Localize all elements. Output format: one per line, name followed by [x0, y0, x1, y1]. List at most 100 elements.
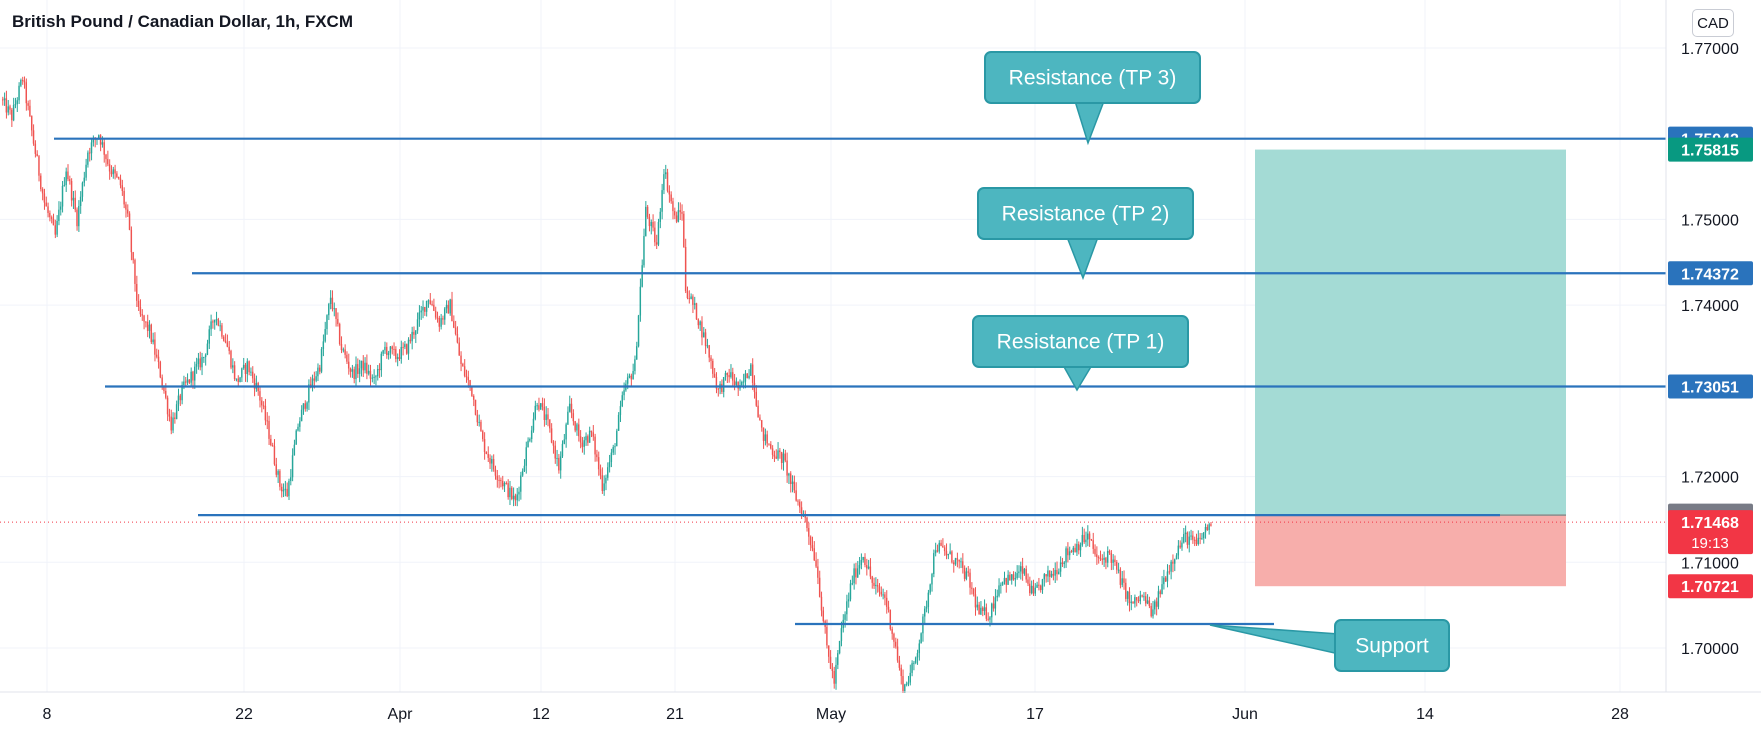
candle-body	[923, 608, 926, 617]
candle-body	[844, 614, 846, 620]
candle-body	[1094, 548, 1096, 555]
candle-body	[820, 596, 823, 611]
price-badge-label: 1.70721	[1681, 579, 1739, 596]
candle-body	[320, 348, 323, 372]
callout-tp2[interactable]: Resistance (TP 2)	[977, 187, 1194, 281]
candle-body	[637, 315, 640, 347]
candle-body	[588, 430, 591, 443]
candle-body	[987, 618, 989, 620]
candle-body	[1079, 545, 1082, 551]
x-tick-label: 21	[666, 706, 684, 723]
candle-body	[1119, 569, 1122, 585]
target-zone[interactable]	[1255, 149, 1566, 516]
candle-body	[130, 229, 133, 253]
candle-body	[409, 339, 412, 342]
candle-body	[581, 442, 584, 447]
candle-body	[353, 369, 355, 380]
candle-body	[634, 359, 636, 372]
candle-body	[1184, 532, 1187, 535]
candle-body	[315, 376, 317, 381]
callout-support[interactable]: Support	[1209, 619, 1450, 672]
candle-body	[273, 446, 276, 465]
candle-body	[453, 321, 455, 328]
candle-body	[393, 348, 395, 350]
candle-body	[1048, 570, 1051, 577]
candle-body	[1197, 537, 1199, 545]
callout-annotations[interactable]: Resistance (TP 3) Resistance (TP 2) Resist…	[972, 51, 1450, 672]
candle-body	[280, 486, 283, 492]
candle-body	[684, 247, 687, 292]
candle-body	[612, 447, 614, 453]
candle-body	[438, 317, 440, 327]
candle-body	[183, 381, 185, 385]
candle-body	[92, 138, 95, 143]
candle-body	[616, 430, 618, 447]
candle-body	[572, 413, 575, 422]
candle-body	[1072, 547, 1074, 553]
candle-body	[271, 445, 274, 447]
price-axis-bg	[1666, 0, 1761, 734]
candle-body	[527, 440, 529, 448]
candle-body	[635, 346, 638, 360]
long-position-zones[interactable]	[1255, 149, 1566, 587]
candle-body	[811, 545, 814, 549]
callout-tp3[interactable]: Resistance (TP 3)	[984, 51, 1201, 146]
candle-body	[882, 594, 884, 596]
candle-body	[887, 606, 890, 610]
candle-body	[840, 628, 843, 641]
candle-body	[1099, 557, 1102, 559]
candle-body	[152, 339, 154, 343]
candle-body	[90, 142, 93, 154]
candle-body	[458, 342, 460, 356]
candle-body	[530, 430, 533, 440]
y-tick-label: 1.72000	[1681, 470, 1739, 487]
candle-body	[469, 380, 471, 387]
currency-button[interactable]: CAD	[1692, 9, 1734, 37]
candle-body	[112, 169, 114, 175]
level-lines[interactable]	[0, 137, 1666, 626]
candle-body	[23, 80, 26, 83]
candle-body	[360, 360, 363, 369]
candle-body	[1125, 582, 1127, 599]
callout-tp1[interactable]: Resistance (TP 1)	[972, 315, 1189, 392]
candle-body	[525, 447, 527, 466]
price-badge-bg	[1668, 137, 1753, 162]
candle-body	[1074, 547, 1076, 553]
candle-body	[898, 660, 901, 668]
candle-body	[626, 377, 629, 384]
candle-body	[695, 303, 698, 320]
candle-body	[422, 306, 424, 311]
candle-body	[52, 218, 55, 226]
candle-body	[733, 380, 736, 385]
candle-body	[996, 595, 998, 598]
candle-body	[449, 299, 451, 314]
candle-body	[492, 459, 495, 470]
y-tick-label: 1.77000	[1681, 41, 1739, 58]
candle-body	[971, 587, 973, 589]
candle-body	[136, 283, 138, 301]
candle-body	[835, 664, 837, 684]
candle-body	[521, 470, 524, 476]
candle-body	[762, 427, 765, 441]
candle-body	[179, 395, 181, 401]
candle-body	[545, 414, 547, 420]
candle-body	[549, 419, 551, 429]
candle-body	[429, 300, 431, 304]
candle-body	[576, 424, 578, 431]
candle-body	[547, 414, 549, 420]
candle-body	[239, 377, 241, 383]
candle-body	[416, 319, 419, 331]
candle-body	[1186, 532, 1189, 545]
candle-body	[194, 366, 196, 381]
candle-body	[284, 488, 287, 490]
candle-body	[943, 547, 946, 552]
candle-body	[386, 346, 388, 356]
candle-body	[869, 566, 872, 577]
candle-body	[1056, 569, 1058, 575]
candle-body	[389, 346, 392, 353]
candle-body	[335, 308, 337, 319]
candle-body	[56, 220, 58, 235]
candle-body	[518, 491, 520, 495]
stop-zone[interactable]	[1255, 515, 1566, 587]
